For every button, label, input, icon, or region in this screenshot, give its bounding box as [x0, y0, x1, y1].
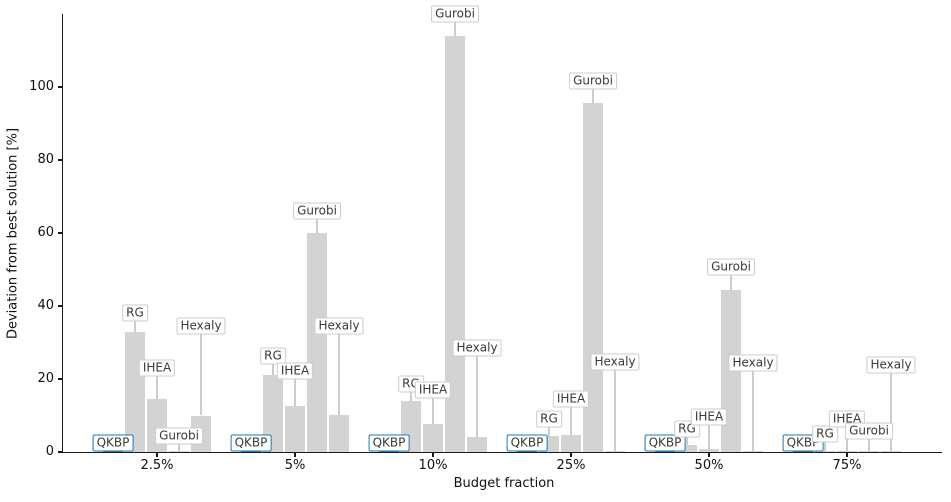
bar-ihea-25- [561, 435, 581, 452]
x-tick-label-2-5-: 2.5% [140, 458, 174, 473]
y-tick-40 [58, 305, 62, 307]
leader-ihea-50- [708, 416, 710, 450]
annotation-gurobi-25-: Gurobi [569, 72, 617, 90]
leader-ihea-10- [432, 389, 434, 425]
annotation-rg-10-: RG [398, 375, 424, 393]
leader-gurobi-50- [730, 267, 732, 291]
x-tick-label-50-: 50% [694, 458, 724, 473]
annotation-hexaly-2-5-: Hexaly [176, 317, 226, 335]
y-tick-label-100: 100 [29, 79, 54, 94]
annotation-gurobi-10-: Gurobi [431, 5, 479, 23]
x-tick-50- [708, 453, 710, 457]
leader-hexaly-10- [476, 348, 478, 438]
annotation-qkbp-2-5-: QKBP [92, 434, 134, 452]
annotation-qkbp-5-: QKBP [230, 434, 272, 452]
x-tick-label-10-: 10% [418, 458, 448, 473]
y-tick-label-60: 60 [37, 225, 54, 240]
annotation-hexaly-50-: Hexaly [728, 354, 778, 372]
y-tick-label-40: 40 [37, 298, 54, 313]
bar-hexaly-10- [467, 437, 487, 452]
leader-gurobi-25- [592, 80, 594, 104]
leader-rg-5- [272, 356, 274, 376]
annotation-ihea-5-: IHEA [276, 362, 314, 380]
bar-qkbp-10- [379, 450, 399, 452]
bar-ihea-5- [285, 406, 305, 452]
annotation-hexaly-25-: Hexaly [590, 353, 640, 371]
leader-hexaly-2-5- [200, 326, 202, 416]
leader-hexaly-25- [614, 362, 616, 451]
y-tick-label-80: 80 [37, 152, 54, 167]
x-axis-spine [62, 451, 942, 453]
x-axis-label: Budget fraction [453, 476, 555, 491]
bar-rg-75- [815, 450, 835, 452]
y-tick-60 [58, 232, 62, 234]
bar-gurobi-75- [859, 450, 879, 452]
bar-hexaly-5- [329, 415, 349, 452]
y-tick-20 [58, 378, 62, 380]
bar-gurobi-2-5- [169, 450, 189, 452]
annotation-gurobi-2-5-: Gurobi [155, 427, 203, 445]
leader-ihea-25- [570, 399, 572, 436]
leader-gurobi-5- [316, 211, 318, 233]
bar-qkbp-75- [793, 451, 813, 453]
annotation-ihea-25-: IHEA [552, 390, 590, 408]
bar-ihea-50- [699, 449, 719, 452]
leader-ihea-2-5- [156, 368, 158, 399]
y-tick-0 [58, 451, 62, 453]
annotation-ihea-2-5-: IHEA [138, 359, 176, 377]
leader-hexaly-5- [338, 326, 340, 416]
annotation-rg-2-5-: RG [122, 304, 148, 322]
annotation-ihea-10-: IHEA [414, 381, 452, 399]
x-tick-label-75-: 75% [832, 458, 862, 473]
annotation-hexaly-5-: Hexaly [314, 317, 364, 335]
x-tick-10- [432, 453, 434, 457]
y-tick-label-20: 20 [37, 371, 54, 386]
leader-gurobi-10- [454, 14, 456, 36]
annotation-qkbp-50-: QKBP [644, 434, 686, 452]
bar-qkbp-50- [655, 450, 675, 452]
annotation-hexaly-75-: Hexaly [866, 356, 916, 374]
annotation-rg-5-: RG [260, 347, 286, 365]
annotation-rg-75-: RG [812, 425, 838, 443]
x-tick-5- [294, 453, 296, 457]
x-tick-label-5-: 5% [284, 458, 306, 473]
leader-rg-25- [548, 419, 550, 437]
y-tick-100 [58, 86, 62, 88]
x-tick-75- [846, 453, 848, 457]
leader-hexaly-75- [890, 365, 892, 451]
bar-ihea-10- [423, 424, 443, 452]
y-axis-spine [62, 14, 64, 453]
bar-hexaly-25- [605, 450, 625, 452]
annotation-gurobi-50-: Gurobi [707, 258, 755, 276]
leader-ihea-5- [294, 370, 296, 406]
leader-rg-2-5- [134, 313, 136, 332]
annotation-ihea-50-: IHEA [690, 408, 728, 426]
x-tick-25- [570, 453, 572, 457]
annotation-hexaly-10-: Hexaly [452, 339, 502, 357]
bar-rg-5- [263, 375, 283, 452]
bar-hexaly-75- [881, 450, 901, 452]
leader-hexaly-50- [752, 363, 754, 451]
y-tick-80 [58, 159, 62, 161]
bar-rg-50- [677, 444, 697, 452]
bar-ihea-75- [837, 450, 857, 452]
y-tick-label-0: 0 [45, 444, 54, 459]
bar-qkbp-25- [517, 450, 537, 452]
annotation-qkbp-10-: QKBP [368, 434, 410, 452]
x-tick-2-5- [156, 453, 158, 457]
bar-hexaly-50- [743, 450, 763, 452]
annotation-rg-25-: RG [536, 410, 562, 428]
bar-gurobi-5- [307, 233, 327, 452]
leader-gurobi-75- [868, 431, 870, 451]
annotation-gurobi-75-: Gurobi [845, 422, 893, 440]
annotation-qkbp-25-: QKBP [506, 434, 548, 452]
x-tick-label-25-: 25% [556, 458, 586, 473]
annotation-gurobi-5-: Gurobi [293, 202, 341, 220]
